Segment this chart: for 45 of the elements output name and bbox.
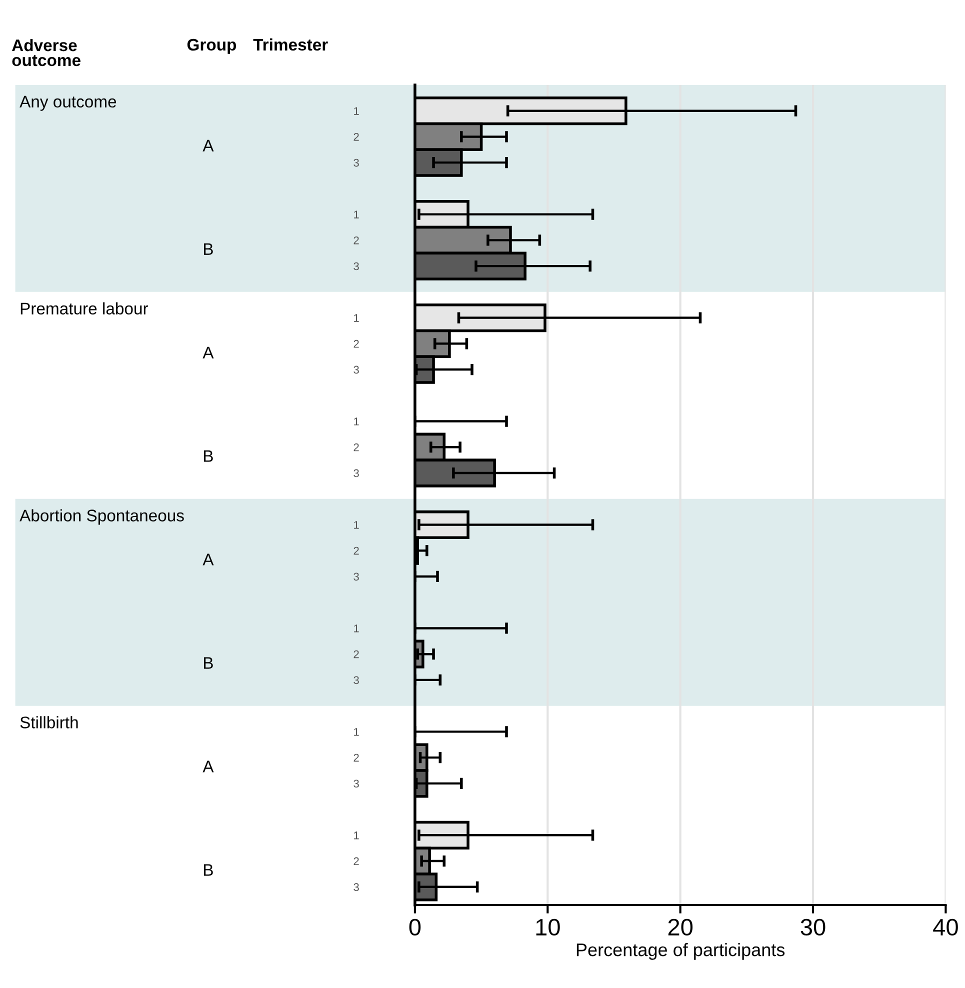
y-tick-label: 1: [354, 624, 359, 632]
text: A: [202, 140, 214, 152]
text: A: [202, 346, 214, 358]
y-tick-label: 1: [354, 314, 359, 322]
y-tick-label: 2: [354, 857, 359, 866]
y-tick-label: 1: [354, 210, 359, 218]
y-tick-label: 2: [354, 236, 359, 244]
text: Abortion Spontaneous: [20, 509, 184, 525]
y-tick-label: 2: [354, 754, 359, 762]
y-tick-label: 1: [354, 418, 359, 426]
y-tick-label: 2: [354, 340, 359, 348]
y-tick-label: 1: [354, 521, 359, 529]
x-tick-label: 0: [409, 918, 421, 936]
y-tick-label: 2: [354, 650, 359, 658]
text: B: [204, 657, 213, 669]
text: B: [204, 450, 213, 462]
text: Premature labour: [20, 302, 148, 314]
text: A: [202, 760, 214, 772]
text: Adverse outcome: [12, 38, 80, 66]
x-axis-title: Percentage of participants: [576, 942, 785, 960]
text: B: [204, 864, 213, 876]
x-tick-label: 30: [800, 918, 826, 936]
y-tick-label: 3: [354, 469, 359, 478]
text: Any outcome: [20, 96, 116, 111]
x-tick-label: 20: [668, 918, 693, 936]
y-tick-label: 3: [354, 780, 359, 788]
y-tick-label: 2: [354, 132, 359, 141]
y-tick-label: 1: [354, 107, 359, 115]
y-tick-label: 3: [354, 366, 359, 374]
text: Group: [187, 38, 236, 54]
text: B: [204, 243, 213, 255]
y-tick-label: 1: [354, 832, 359, 840]
x-tick-label: 40: [933, 918, 958, 936]
text: Trimester: [253, 38, 328, 51]
x-tick-label: 10: [536, 918, 560, 936]
y-tick-label: 2: [354, 443, 359, 452]
text: A: [202, 554, 214, 566]
y-tick-label: 3: [354, 676, 359, 684]
y-tick-label: 3: [354, 572, 359, 581]
text: Stillbirth: [20, 716, 78, 728]
y-tick-label: 3: [354, 883, 359, 892]
y-tick-label: 3: [354, 158, 359, 167]
y-tick-label: 2: [354, 546, 359, 555]
y-tick-label: 3: [354, 262, 359, 270]
y-tick-label: 1: [354, 728, 359, 736]
